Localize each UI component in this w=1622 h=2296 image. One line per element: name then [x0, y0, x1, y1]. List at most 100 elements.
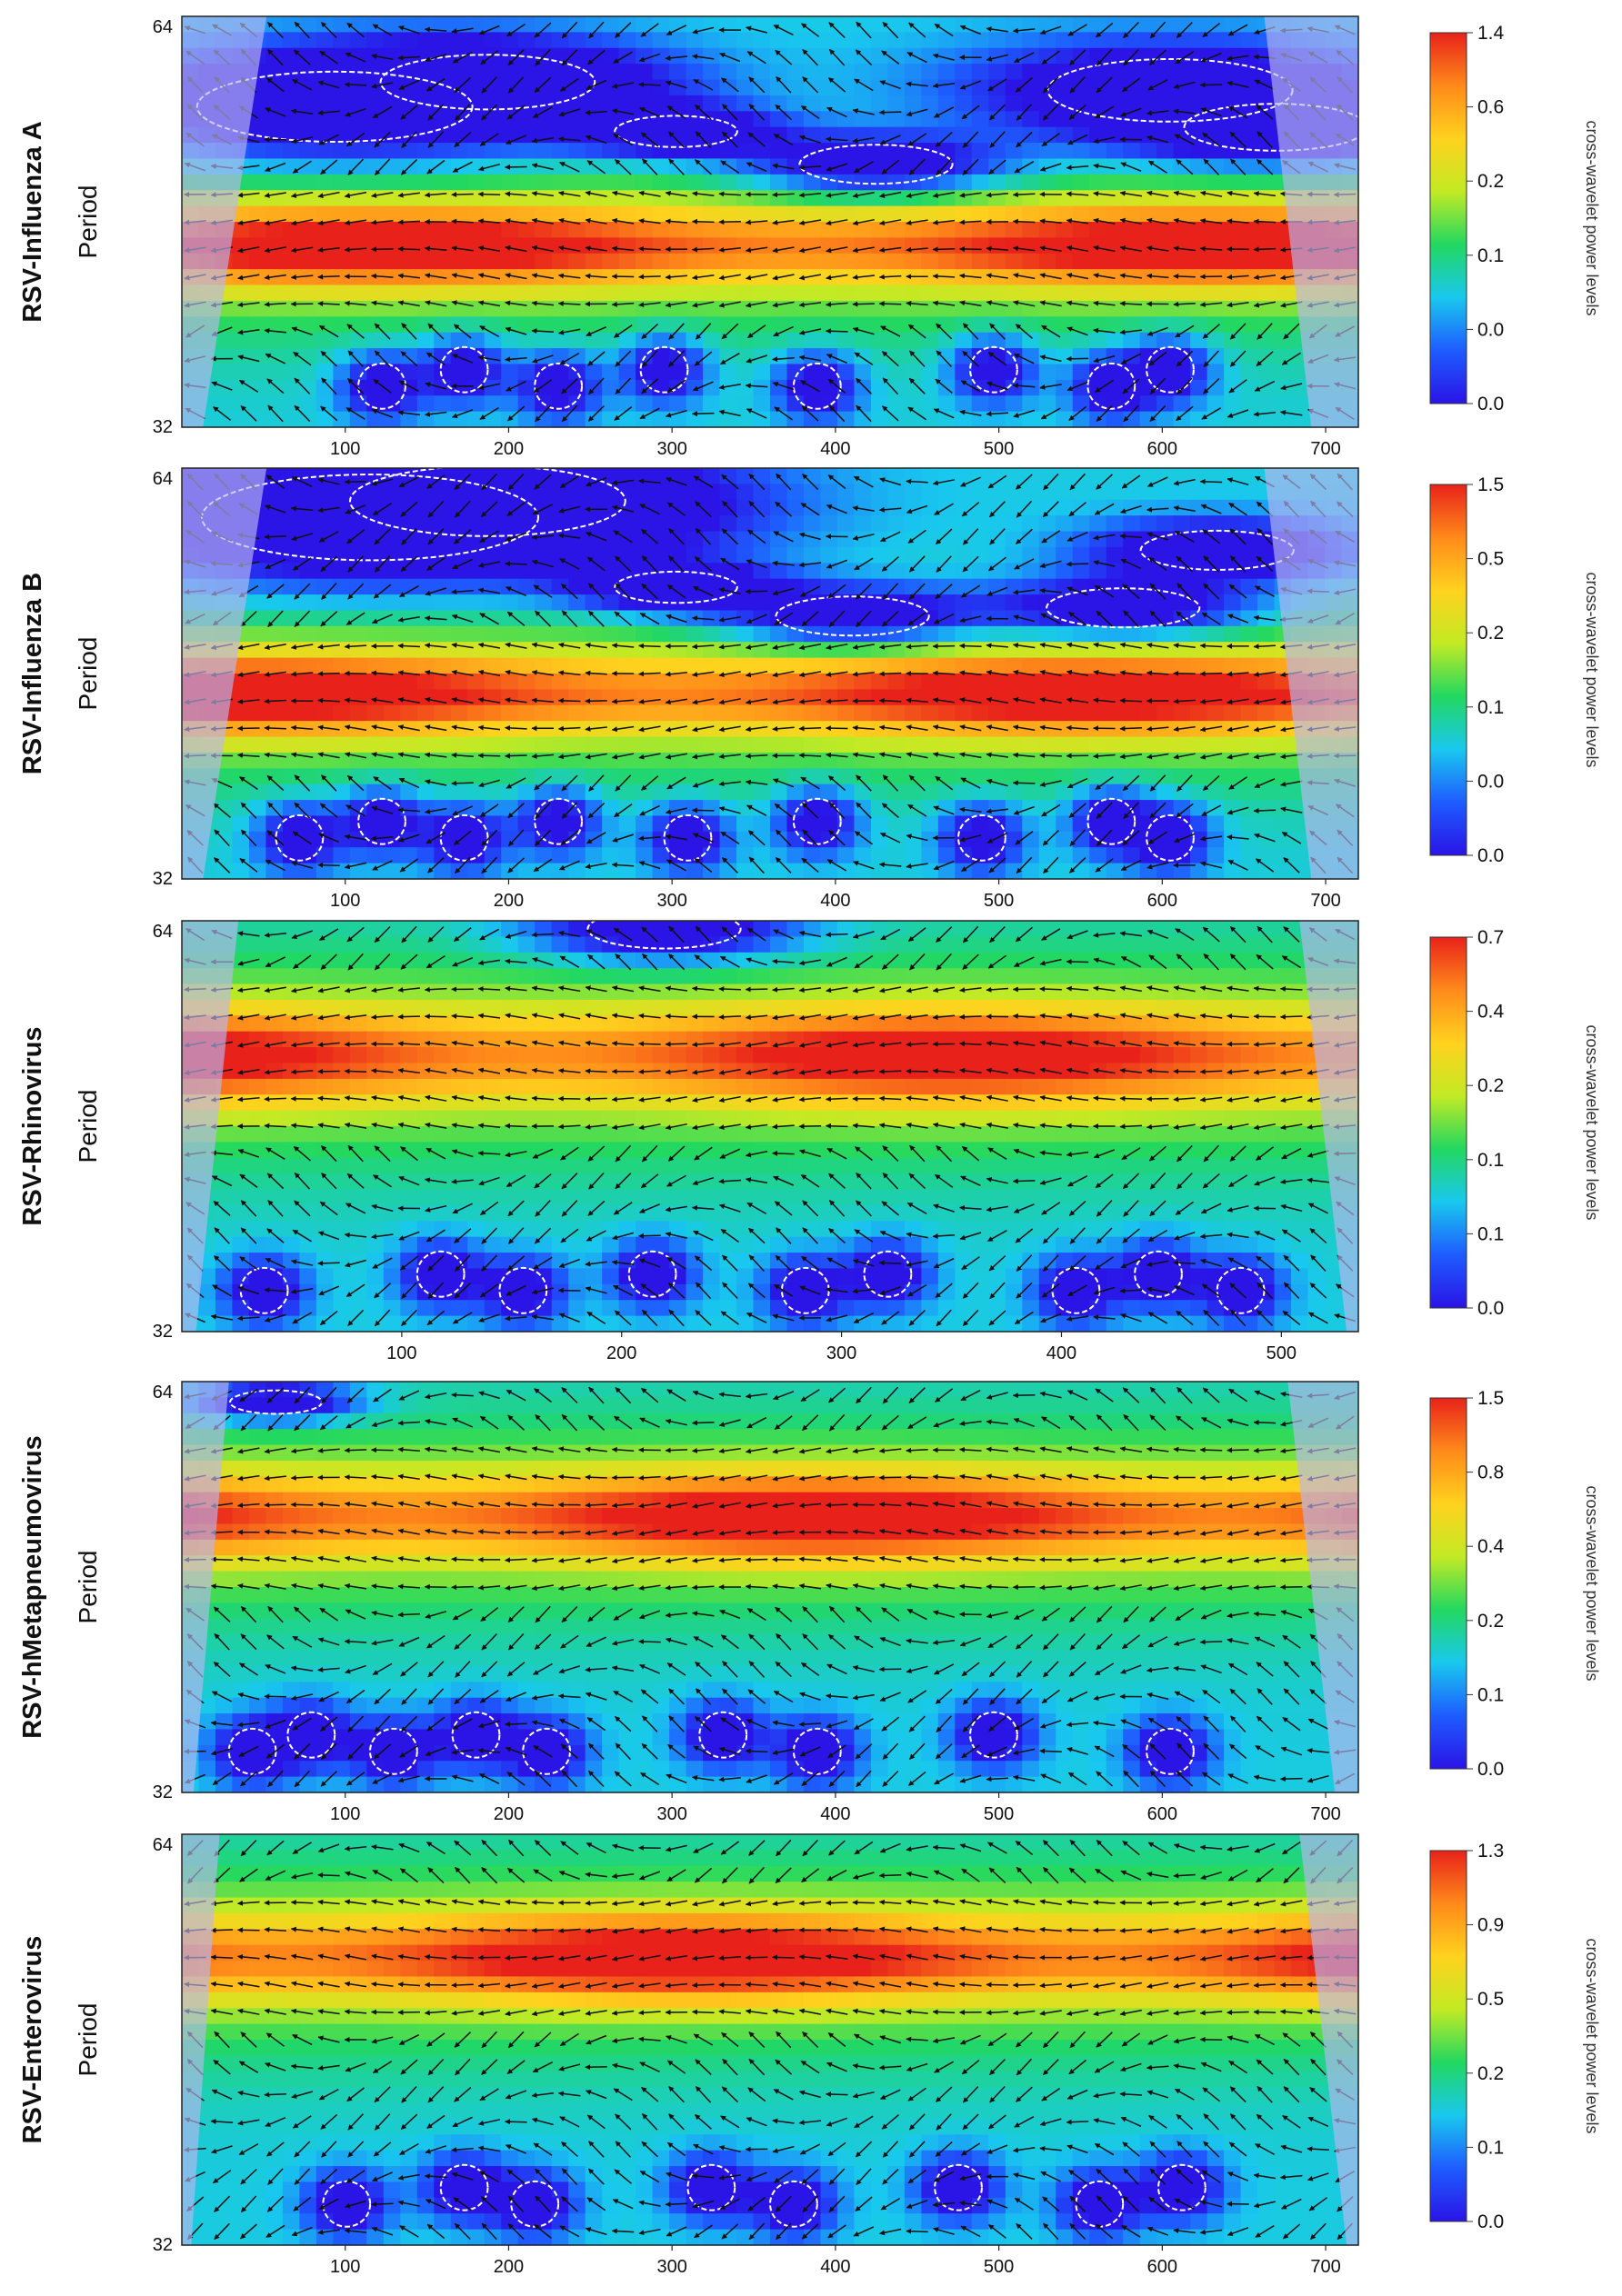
heatmap-cell [836, 831, 856, 848]
heatmap-cell [1257, 546, 1276, 564]
heatmap-cell [836, 395, 856, 413]
heatmap-cell [400, 285, 418, 302]
heatmap-cell [568, 657, 586, 674]
heatmap-cell [854, 205, 872, 223]
heatmap-cell [1173, 158, 1191, 175]
heatmap-cell [1022, 379, 1040, 396]
heatmap-cell [618, 815, 636, 833]
heatmap-cell [770, 285, 788, 302]
heatmap-cell [1123, 285, 1141, 302]
x-tick-label: 600 [1147, 439, 1177, 459]
heatmap-cell [602, 174, 620, 191]
heatmap-cell [1257, 190, 1276, 207]
heatmap-cell [686, 316, 704, 334]
heatmap-cell [1257, 174, 1276, 191]
heatmap-cell [1274, 348, 1292, 365]
heatmap-cell [585, 800, 603, 817]
heatmap-cell [786, 657, 805, 674]
heatmap-cell [1257, 237, 1276, 255]
heatmap-cell [937, 95, 956, 112]
heatmap-cell [450, 316, 468, 334]
heatmap-cell [904, 736, 922, 754]
heatmap-cell [349, 285, 367, 302]
heatmap-cell [1190, 411, 1208, 428]
heatmap-cell [753, 64, 771, 81]
heatmap-cell [887, 515, 906, 533]
heatmap-cell [248, 768, 267, 785]
heatmap-cell [988, 174, 1006, 191]
heatmap-cell [870, 237, 888, 255]
heatmap-cell [753, 316, 771, 334]
heatmap-cell [887, 674, 906, 690]
heatmap-cell [753, 253, 771, 270]
heatmap-cell [988, 285, 1006, 302]
heatmap-cell [282, 674, 300, 690]
heatmap-cell [719, 395, 737, 413]
heatmap-cell [1206, 689, 1225, 706]
heatmap-cell [636, 642, 654, 659]
heatmap-cell [736, 111, 755, 128]
heatmap-cell [434, 625, 452, 643]
heatmap-cell [1022, 253, 1040, 270]
heatmap-cell [1173, 395, 1191, 413]
heatmap-cell [921, 594, 939, 612]
heatmap-cell [585, 143, 603, 160]
heatmap-cell [501, 237, 519, 255]
heatmap-cell [1038, 736, 1056, 754]
heatmap-cell [820, 332, 838, 349]
heatmap-cell [1139, 126, 1157, 144]
heatmap-cell [870, 815, 888, 833]
heatmap-cell [265, 689, 284, 706]
heatmap-cell [1139, 64, 1157, 81]
heatmap-cell [1139, 174, 1157, 191]
heatmap-cell [1022, 47, 1040, 65]
heatmap-cell [265, 499, 284, 516]
heatmap-cell [467, 800, 486, 817]
heatmap-cell [753, 768, 771, 785]
heatmap-cell [937, 395, 956, 413]
heatmap-cell [669, 158, 687, 175]
heatmap-cell [585, 222, 603, 238]
heatmap-cell [1089, 79, 1107, 96]
heatmap-cell [854, 815, 872, 833]
heatmap-cell [904, 610, 922, 627]
heatmap-cell [820, 610, 838, 627]
heatmap-cell [450, 736, 468, 754]
heatmap-cell [383, 594, 401, 612]
heatmap-cell [786, 499, 805, 516]
heatmap-cell [265, 126, 284, 144]
heatmap-cell [854, 222, 872, 238]
heatmap-cell [971, 316, 989, 334]
heatmap-cell [669, 484, 687, 501]
heatmap-cell [652, 79, 670, 96]
heatmap-cell [1224, 395, 1242, 413]
heatmap-cell [265, 222, 284, 238]
heatmap-cell [786, 316, 805, 334]
heatmap-cell [703, 625, 721, 643]
heatmap-cell [1240, 863, 1258, 880]
heatmap-cell [820, 158, 838, 175]
heatmap-cell [1022, 768, 1040, 785]
heatmap-cell [265, 364, 284, 381]
heatmap-cell [887, 47, 906, 65]
heatmap-cell [1206, 546, 1225, 564]
heatmap-cell [652, 815, 670, 833]
heatmap-cell [265, 16, 284, 33]
heatmap-cell [820, 689, 838, 706]
heatmap-cell [551, 332, 569, 349]
heatmap-cell [870, 610, 888, 627]
heatmap-cell [265, 285, 284, 302]
heatmap-cell [602, 468, 620, 484]
heatmap-cell [770, 95, 788, 112]
heatmap-cell [434, 736, 452, 754]
heatmap-cell [736, 64, 755, 81]
heatmap-cell [1139, 395, 1157, 413]
heatmap-cell [501, 364, 519, 381]
heatmap-cell [1056, 348, 1074, 365]
heatmap-cell [1224, 831, 1242, 848]
heatmap-cell [1005, 863, 1023, 880]
heatmap-cell [870, 863, 888, 880]
heatmap-cell [1173, 515, 1191, 533]
heatmap-cell [265, 736, 284, 754]
heatmap-cell [803, 594, 822, 612]
